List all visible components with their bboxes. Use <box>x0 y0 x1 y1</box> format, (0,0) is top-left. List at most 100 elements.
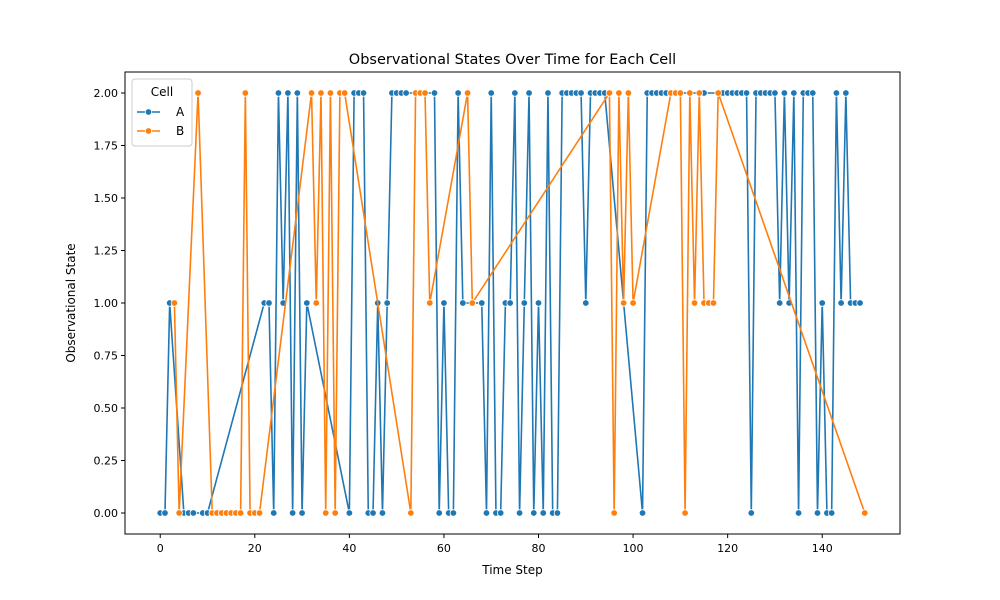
legend-title: Cell <box>151 85 173 99</box>
series-A-point <box>530 509 538 517</box>
series-A-point <box>189 509 198 517</box>
series-B-point <box>255 509 264 517</box>
series-B-point <box>236 509 245 517</box>
series-B-point <box>170 299 179 307</box>
legend: Cell AB <box>131 78 193 147</box>
series-B-point <box>610 509 618 517</box>
series-A-point <box>818 299 826 307</box>
series-B-point <box>690 299 699 307</box>
series-B-point <box>426 299 434 307</box>
y-tick-label: 1.75 <box>94 140 119 153</box>
series-A-point <box>449 509 458 517</box>
series-A-point <box>303 299 311 307</box>
series-A-point <box>577 89 585 97</box>
series-A-point <box>378 509 387 517</box>
series-A-point <box>430 89 439 97</box>
series-A-point <box>638 509 647 517</box>
series-A-point <box>539 509 547 517</box>
series-B-point <box>709 299 718 307</box>
series-B-point <box>861 509 869 517</box>
series-B-point <box>463 89 472 97</box>
chart-title: Observational States Over Time for Each … <box>349 52 676 68</box>
x-tick-label: 100 <box>623 542 644 555</box>
x-tick-label: 60 <box>437 542 451 555</box>
series-A-point <box>544 89 552 97</box>
y-tick-label: 0.75 <box>94 350 119 363</box>
series-A-point <box>827 509 836 517</box>
series-A-point <box>345 509 354 517</box>
series-B-point <box>312 299 320 307</box>
series-B-point <box>331 509 339 517</box>
legend-label-B: B <box>176 124 184 138</box>
series-A-point <box>511 89 519 97</box>
series-B-point <box>468 299 477 307</box>
series-B-point <box>624 89 633 97</box>
series-B-point <box>676 89 685 97</box>
series-B-point <box>340 89 349 97</box>
series-B-point <box>681 509 689 517</box>
series-A-point <box>790 89 798 97</box>
y-tick-label: 0.25 <box>94 455 119 468</box>
series-A-point <box>771 89 779 97</box>
x-axis: 0 20 40 60 80 100 120 140 <box>157 534 833 555</box>
series-A-point <box>842 89 850 97</box>
series-A-point <box>440 299 448 307</box>
series-B-point <box>175 509 183 517</box>
series-A-point <box>582 299 590 307</box>
series-A-point <box>837 299 845 307</box>
series-B-point <box>629 299 637 307</box>
x-tick-label: 80 <box>532 542 546 555</box>
series-A-point <box>832 89 841 97</box>
y-tick-label: 1.00 <box>94 297 119 310</box>
series-B-point <box>194 89 202 97</box>
x-tick-label: 40 <box>342 542 356 555</box>
series-A-point <box>553 509 562 517</box>
series-B-point <box>605 89 614 97</box>
series-A-point <box>520 299 529 307</box>
series-A-point <box>809 89 817 97</box>
plot-area <box>156 89 869 517</box>
series-A-point <box>402 89 410 97</box>
series-B-point <box>615 89 623 97</box>
series-A-point <box>775 299 784 307</box>
series-B-group <box>170 89 869 517</box>
series-A-point <box>284 89 292 97</box>
x-tick-label: 0 <box>157 542 164 555</box>
series-A-point <box>525 89 533 97</box>
y-axis-label: Observational State <box>64 243 78 362</box>
series-A-point <box>506 299 514 307</box>
series-A-point <box>274 89 283 97</box>
series-A-point <box>534 299 543 307</box>
series-A-point <box>515 509 524 517</box>
series-A-point <box>780 89 789 97</box>
y-tick-label: 2.00 <box>94 87 119 100</box>
y-tick-label: 1.25 <box>94 245 119 258</box>
x-axis-label: Time Step <box>481 563 543 577</box>
series-B-point <box>307 89 316 97</box>
series-B-point <box>714 89 722 97</box>
x-tick-label: 20 <box>248 542 262 555</box>
series-B-point <box>241 89 250 97</box>
y-axis: 0.00 0.25 0.50 0.75 1.00 1.25 1.50 1.75 2.00 <box>94 87 125 520</box>
series-B-point <box>317 89 325 97</box>
series-A-point <box>794 509 803 517</box>
series-A-group <box>156 89 864 517</box>
legend-label-A: A <box>176 105 185 119</box>
series-A-point <box>454 89 462 97</box>
legend-marker-B <box>144 127 153 135</box>
series-B-point <box>326 89 335 97</box>
x-tick-label: 140 <box>812 542 833 555</box>
series-A-point <box>293 89 302 97</box>
series-A-point <box>435 509 443 517</box>
series-A-point <box>813 509 822 517</box>
series-A-point <box>270 509 278 517</box>
series-A-point <box>369 509 377 517</box>
series-A-point <box>383 299 391 307</box>
series-A-point <box>298 509 306 517</box>
series-B-point <box>407 509 415 517</box>
series-A-point <box>478 299 486 307</box>
series-A-point <box>459 299 467 307</box>
series-A-point <box>496 509 505 517</box>
legend-marker-A <box>144 108 153 116</box>
